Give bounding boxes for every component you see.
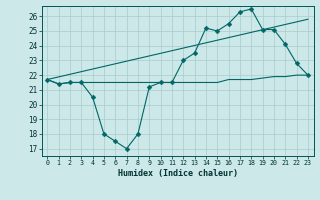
X-axis label: Humidex (Indice chaleur): Humidex (Indice chaleur) [118, 169, 237, 178]
